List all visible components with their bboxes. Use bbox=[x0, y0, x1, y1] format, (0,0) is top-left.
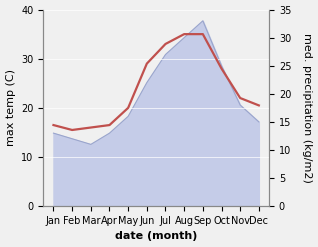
Y-axis label: max temp (C): max temp (C) bbox=[5, 69, 16, 146]
Y-axis label: med. precipitation (kg/m2): med. precipitation (kg/m2) bbox=[302, 33, 313, 183]
X-axis label: date (month): date (month) bbox=[115, 231, 197, 242]
